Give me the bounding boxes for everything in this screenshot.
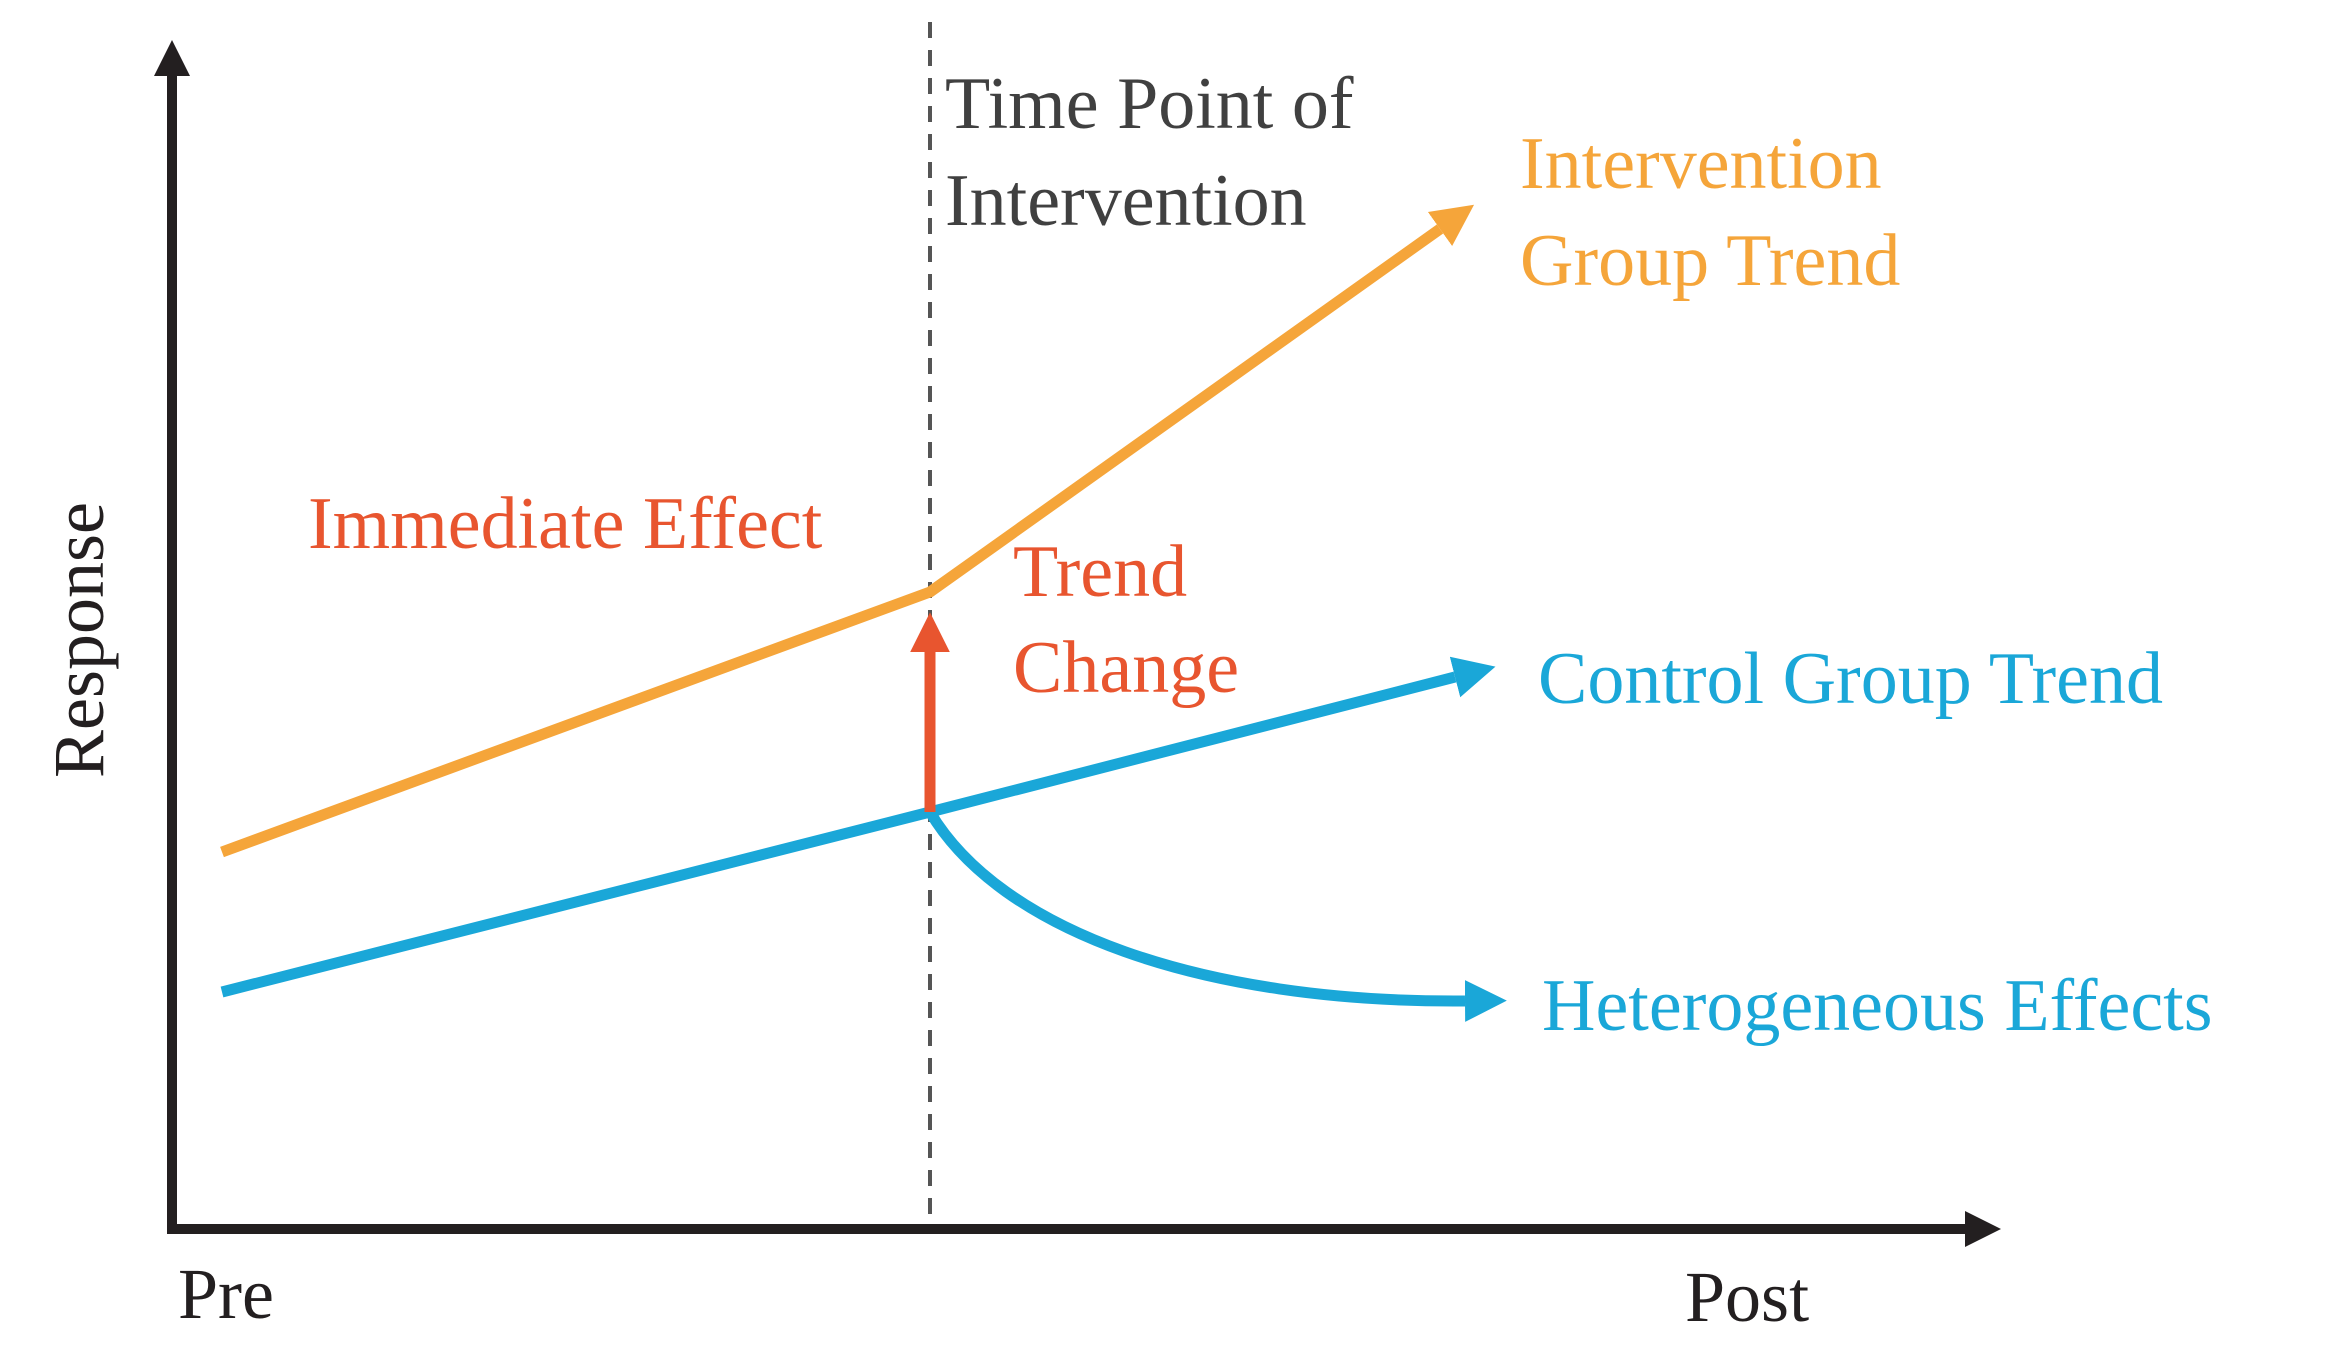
intervention-trend-label-line1: Intervention (1520, 123, 1882, 205)
trend-change-label-line2: Change (1013, 627, 1239, 709)
heterogeneous-effects-label: Heterogeneous Effects (1542, 965, 2213, 1047)
x-axis-end-label: Post (1685, 1257, 1809, 1337)
intervention-trend-line (220, 204, 1475, 858)
control-trend-line (220, 656, 1496, 998)
intervention-label-line1: Time Point of (945, 63, 1354, 145)
heterogeneous-effects-curve (925, 809, 1507, 1022)
intervention-label-line2: Intervention (945, 160, 1307, 242)
intervention-trend-label-line2: Group Trend (1520, 220, 1900, 302)
immediate-effect-label: Immediate Effect (308, 483, 823, 565)
x-axis-start-label: Pre (178, 1254, 274, 1334)
y-axis-label: Response (39, 502, 119, 778)
trend-change-label-line1: Trend (1013, 531, 1187, 613)
control-trend-label: Control Group Trend (1538, 638, 2163, 720)
